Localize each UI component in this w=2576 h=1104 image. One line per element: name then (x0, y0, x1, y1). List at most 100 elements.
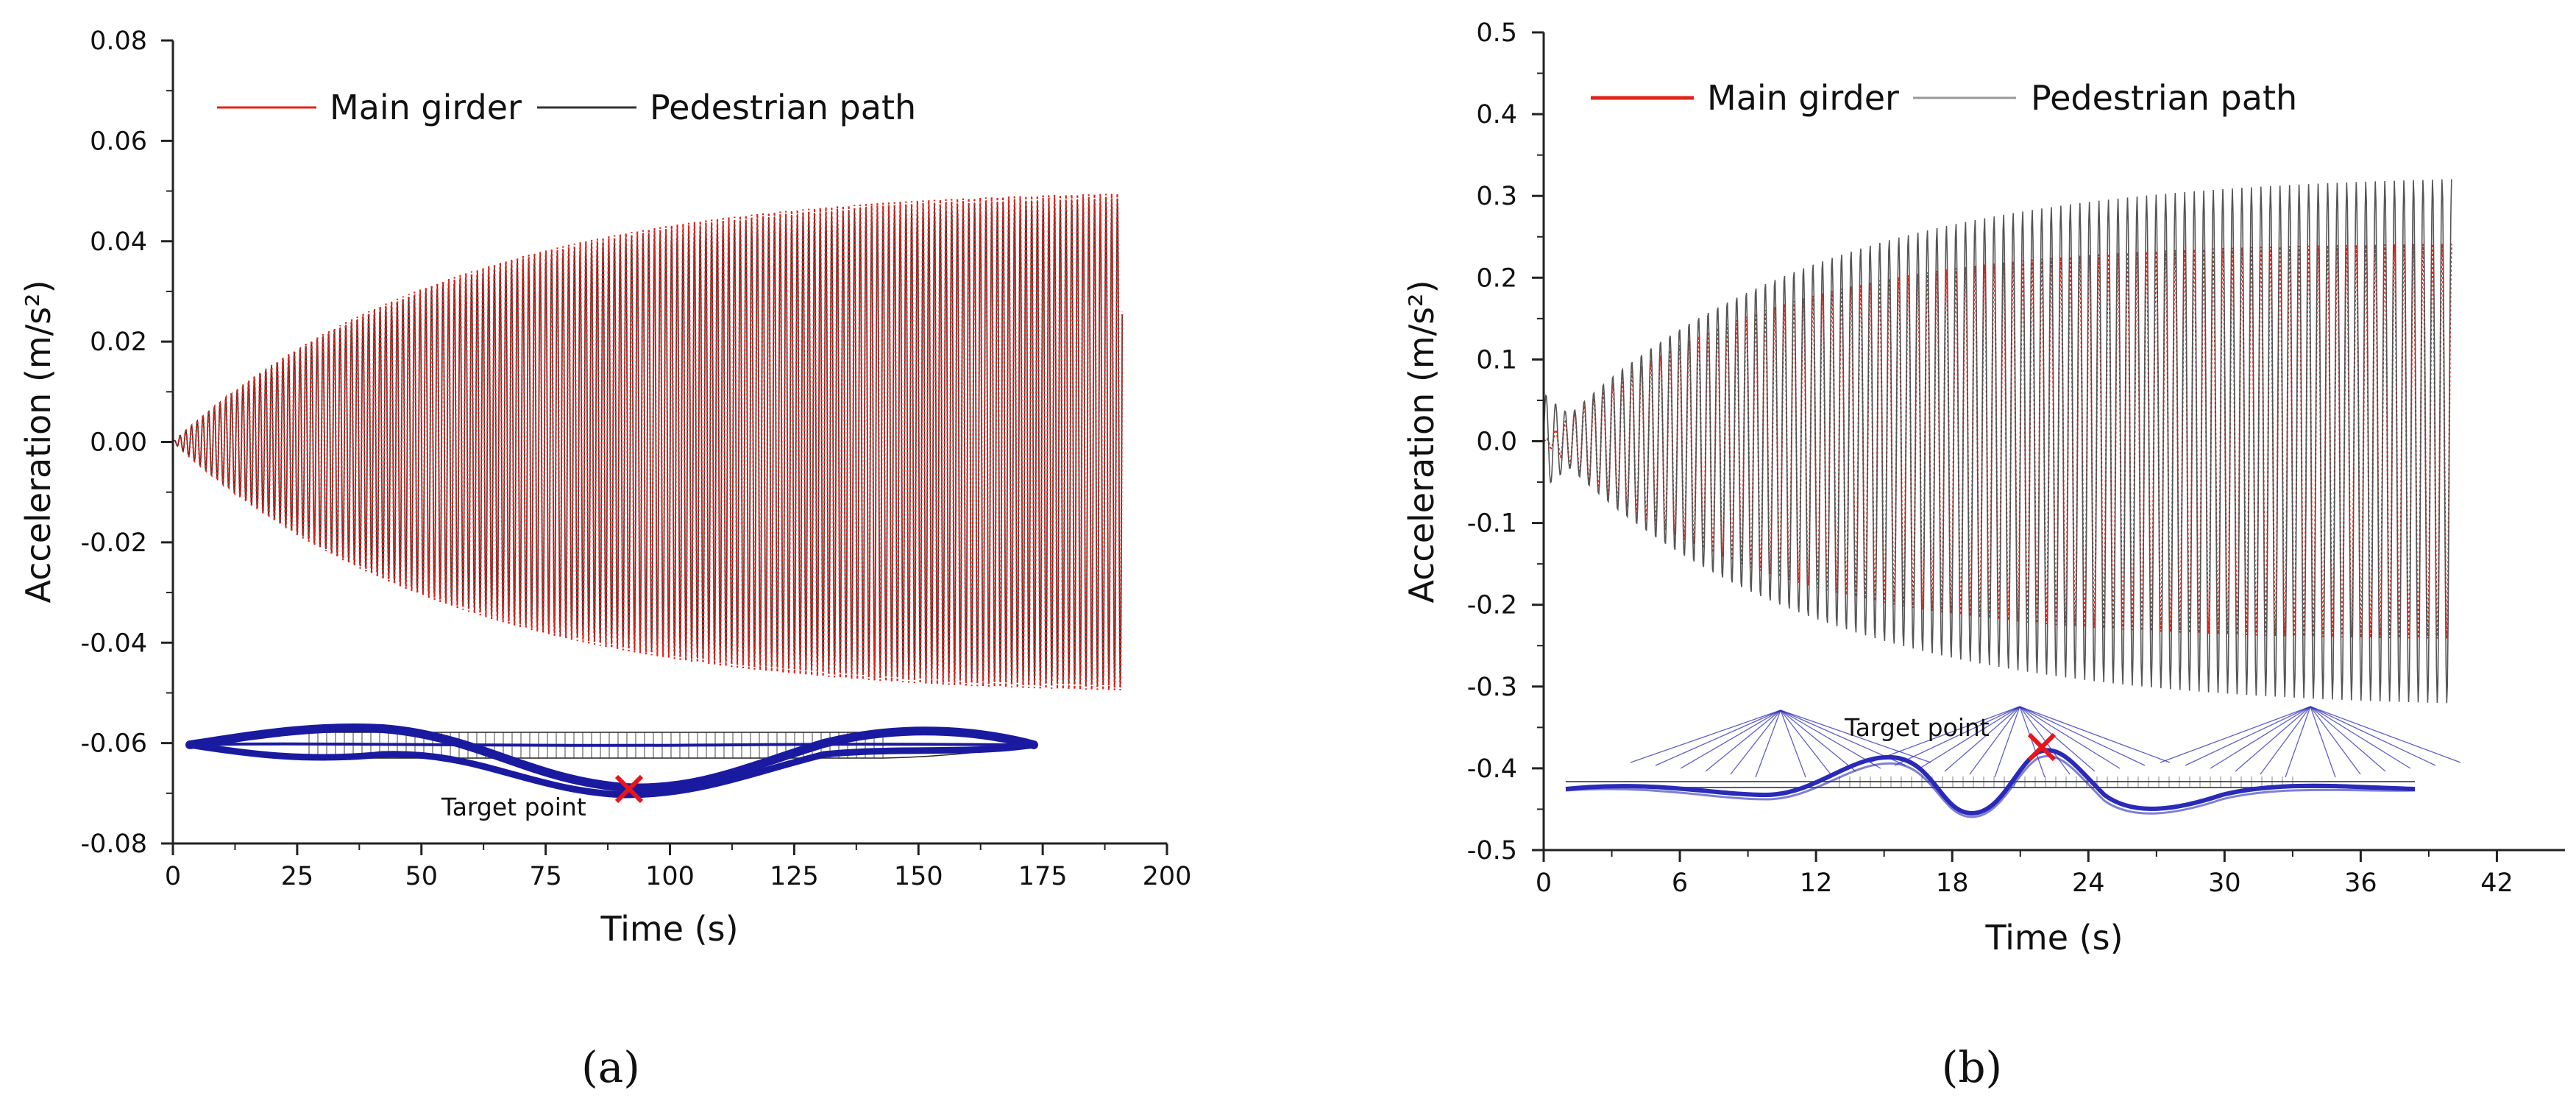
chart-a-xtick-label: 175 (1018, 862, 1068, 891)
chart-b-inset-cable (1780, 710, 1931, 763)
chart-b-ytick-label: -0.3 (1467, 673, 1517, 702)
chart-b-inset-target-marker-b (2027, 732, 2057, 762)
chart-b-inset-cable (1780, 710, 1856, 772)
chart-a-xtick-label: 150 (894, 862, 943, 891)
chart-b-inset-cable (1680, 710, 1781, 769)
chart-b-inset-girder-deformed (1565, 748, 2416, 816)
chart-a-inset-target-marker-b (614, 774, 644, 804)
chart-b-inset-cable (1780, 710, 1806, 778)
chart-a-bridge-inset (185, 723, 1038, 804)
chart-b-legend: Main girder Pedestrian path (1591, 78, 2297, 118)
chart-b-inset-cable (1994, 706, 2020, 778)
chart-b-bridge-inset (1565, 706, 2461, 818)
chart-b-inset-cable (2160, 706, 2311, 763)
chart-b-inset-cable (2310, 706, 2411, 769)
chart-b-inset-cable (1755, 710, 1781, 778)
chart-b-inset-cable (1780, 710, 1831, 775)
chart-a-xtick-label: 25 (281, 862, 314, 891)
chart-a: 0 25 50 75 100 125 150 175 200 -0.08 -0.06 -0.04 -0.… (18, 26, 1191, 1092)
chart-b-inset-target-label: Target point (1844, 713, 1990, 742)
chart-b-inset-cable (1705, 710, 1781, 772)
chart-a-xtick-label: 50 (405, 862, 438, 891)
chart-a-ylabel: Acceleration (m/s²) (18, 280, 58, 603)
chart-a-xtick-label: 125 (770, 862, 819, 891)
chart-a-ytick-label: 0.00 (90, 428, 147, 458)
chart-a-inset-target-label: Target point (441, 793, 586, 821)
chart-a-xlabel: Time (s) (600, 909, 738, 949)
chart-a-ytick-label: -0.08 (80, 829, 147, 859)
chart-a-panel-label: (a) (581, 1042, 640, 1092)
chart-b-inset-cable (1780, 710, 1881, 769)
chart-a-ytick-label: -0.04 (80, 629, 147, 658)
chart-b-inset-cable (2019, 706, 2146, 766)
chart-a-legend-pedestrian-path-label: Pedestrian path (650, 88, 916, 127)
chart-b-ylabel: Acceleration (m/s²) (1402, 280, 1441, 603)
chart-a-series-main-girder (172, 194, 1124, 691)
chart-b-inset-cable (2310, 706, 2386, 772)
chart-b-ytick-label: 0.4 (1476, 100, 1517, 130)
chart-a-xtick-label: 0 (165, 862, 181, 891)
chart-b-inset-cable (1919, 706, 2020, 769)
chart-a-xtick-label: 100 (645, 862, 695, 891)
chart-b-inset-cable (2310, 706, 2436, 766)
chart-b-xtick-label: 18 (1936, 868, 1969, 898)
chart-b-inset-cable (1630, 710, 1781, 763)
chart-b-inset-cable (2310, 706, 2461, 763)
chart-b-panel-label: (b) (1942, 1042, 2002, 1092)
chart-b-ytick-label: 0.1 (1476, 345, 1517, 375)
chart-b-traces (1543, 179, 2452, 704)
chart-b-legend-pedestrian-path-label: Pedestrian path (2031, 78, 2297, 118)
chart-b-xtick-label: 36 (2344, 868, 2377, 898)
chart-b-ytick-label: 0.3 (1476, 182, 1517, 211)
chart-b-inset-cable (2235, 706, 2311, 772)
chart-a-legend: Main girder Pedestrian path (217, 88, 916, 127)
chart-b-xtick-label: 12 (1800, 868, 1833, 898)
chart-b-inset-cable (2019, 706, 2171, 763)
chart-b-inset-cable (1655, 710, 1781, 766)
chart-b-legend-main-girder-label: Main girder (1707, 78, 1899, 118)
chart-b-inset-cable (2310, 706, 2336, 778)
chart-b-inset-cable (1969, 706, 2020, 775)
chart-b-inset-cable (2285, 706, 2311, 778)
chart-b-inset-cable (2185, 706, 2311, 766)
chart-a-ytick-label: 0.02 (90, 328, 147, 357)
chart-b-ytick-label: 0.2 (1476, 263, 1517, 293)
chart-a-traces (172, 194, 1124, 691)
chart-b-inset-cable (1894, 706, 2020, 766)
chart-a-ytick-label: 0.04 (90, 227, 147, 257)
chart-b-ytick-label: -0.2 (1467, 591, 1517, 620)
chart-b-ticks: 0 6 12 18 24 30 36 42 -0.5 -0.4 -0.3 -0.2 -0.1 0.0 0.1… (1467, 18, 2513, 898)
chart-a-inset-girder-axis (192, 742, 1031, 747)
chart-b-inset-cable (2019, 706, 2096, 772)
chart-b-inset-cable (2019, 706, 2071, 775)
chart-b-inset-cable (1869, 706, 2020, 763)
chart-b-series-pedestrian-path (1543, 179, 2452, 704)
chart-b-xlabel: Time (s) (1984, 918, 2123, 958)
chart-a-ytick-label: -0.02 (80, 528, 147, 558)
chart-b-inset-cable (2310, 706, 2361, 775)
chart-b-ytick-label: -0.1 (1467, 509, 1517, 539)
chart-a-ytick-label: -0.06 (80, 729, 147, 759)
chart-b-inset-cable (1730, 710, 1781, 775)
chart-b-inset-cable (2260, 706, 2311, 775)
chart-b-inset-cable (1944, 706, 2020, 772)
chart-b-xtick-label: 6 (1672, 868, 1688, 898)
chart-a-xtick-label: 200 (1143, 862, 1192, 891)
chart-b-inset-cable (2019, 706, 2045, 778)
chart-b-inset-cable (2210, 706, 2311, 769)
chart-b-ytick-label: -0.4 (1467, 754, 1517, 784)
chart-b-xtick-label: 42 (2480, 868, 2513, 898)
chart-b-xtick-label: 24 (2072, 868, 2105, 898)
chart-b-inset-girder-lower (1565, 754, 2416, 818)
chart-a-ytick-label: 0.08 (90, 26, 147, 56)
chart-b-ytick-label: 0.0 (1476, 428, 1517, 457)
chart-a-legend-main-girder-label: Main girder (330, 88, 522, 127)
chart-b-ytick-label: -0.5 (1467, 836, 1517, 866)
chart-b-xtick-label: 30 (2208, 868, 2241, 898)
chart-b: 0 6 12 18 24 30 36 42 -0.5 -0.4 -0.3 -0.2 -0.1 0.0 0.1… (1402, 18, 2565, 1092)
chart-b-ytick-label: 0.5 (1476, 18, 1517, 48)
chart-a-ticks: 0 25 50 75 100 125 150 175 200 -0.08 -0.06 -0.04 -0.… (80, 26, 1191, 891)
chart-b-xtick-label: 0 (1536, 868, 1552, 898)
chart-a-ytick-label: 0.06 (90, 127, 147, 156)
